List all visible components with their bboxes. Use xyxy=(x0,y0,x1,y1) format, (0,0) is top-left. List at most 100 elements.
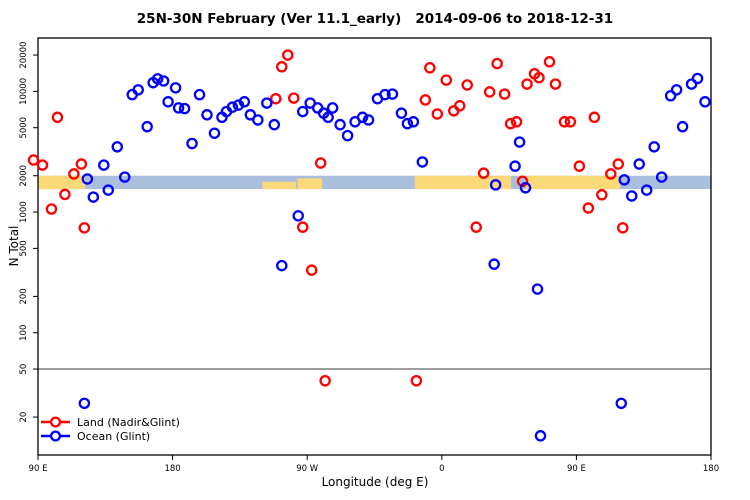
legend-marker xyxy=(49,430,62,442)
map-band-land xyxy=(525,175,621,190)
data-point xyxy=(509,160,521,172)
data-point xyxy=(549,78,562,90)
data-point xyxy=(45,203,58,215)
y-tick-label: 10000 xyxy=(19,78,29,105)
data-point xyxy=(172,102,185,114)
data-point xyxy=(558,116,571,128)
data-point xyxy=(162,96,174,108)
data-point xyxy=(640,184,653,196)
legend: Land (Nadir&Glint)Ocean (Glint) xyxy=(41,416,180,443)
data-point xyxy=(488,258,500,270)
data-point xyxy=(178,102,191,115)
data-point xyxy=(633,158,645,170)
data-point xyxy=(648,141,660,153)
x-tick-label: 90 E xyxy=(567,464,586,474)
data-point xyxy=(664,90,677,102)
data-point xyxy=(477,167,490,179)
data-point xyxy=(362,114,375,126)
data-point xyxy=(498,88,511,100)
data-point xyxy=(268,118,281,131)
data-point xyxy=(453,100,466,112)
data-point xyxy=(504,117,517,130)
y-tick-label: 1000 xyxy=(19,201,29,223)
data-point xyxy=(27,154,40,166)
data-point xyxy=(685,78,698,90)
data-point xyxy=(141,120,153,133)
data-point xyxy=(617,222,629,234)
data-point xyxy=(470,221,482,233)
data-point xyxy=(699,96,711,108)
data-point xyxy=(98,159,110,171)
data-point xyxy=(201,109,213,121)
data-point xyxy=(407,116,420,128)
legend-label: Land (Nadir&Glint) xyxy=(77,416,180,429)
data-point xyxy=(419,94,432,106)
data-point xyxy=(416,156,429,168)
data-point xyxy=(326,102,339,114)
data-point xyxy=(118,171,131,183)
x-tick-label: 180 xyxy=(703,464,719,474)
data-point xyxy=(379,88,391,101)
data-point xyxy=(491,57,503,70)
data-point xyxy=(521,78,533,90)
data-point xyxy=(36,159,49,171)
x-tick-label: 0 xyxy=(439,464,444,474)
data-point xyxy=(588,111,601,124)
data-point xyxy=(440,74,453,86)
data-point xyxy=(655,171,668,183)
data-point xyxy=(59,188,71,201)
data-point xyxy=(68,168,80,180)
data-point xyxy=(296,221,309,233)
data-point xyxy=(534,430,547,442)
data-point xyxy=(510,116,523,128)
data-point xyxy=(287,92,300,104)
data-point xyxy=(691,72,704,85)
data-point xyxy=(564,116,577,128)
data-point xyxy=(483,86,496,98)
y-tick-label: 20000 xyxy=(19,42,29,69)
y-tick-label: 50 xyxy=(19,364,29,375)
data-point xyxy=(51,111,64,124)
data-point xyxy=(582,202,595,214)
data-point xyxy=(356,111,369,124)
y-axis-label: N Total xyxy=(7,225,21,267)
x-tick-label: 90 E xyxy=(29,464,48,474)
data-point xyxy=(292,210,304,222)
series-ocean xyxy=(78,72,711,442)
data-point xyxy=(676,120,689,133)
data-point xyxy=(448,105,460,117)
x-tick-label: 180 xyxy=(164,464,180,474)
data-point xyxy=(102,184,115,196)
legend-label: Ocean (Glint) xyxy=(77,430,150,443)
data-point xyxy=(78,222,91,234)
data-point xyxy=(226,101,239,113)
data-point xyxy=(410,375,423,387)
data-point xyxy=(311,102,324,114)
data-point xyxy=(395,107,408,119)
data-point xyxy=(151,73,164,85)
data-point xyxy=(670,84,683,96)
data-point xyxy=(605,168,617,180)
y-tick-label: 20 xyxy=(19,412,29,423)
x-axis-label: Longitude (deg E) xyxy=(321,475,429,489)
data-point xyxy=(238,96,251,108)
data-point xyxy=(132,84,144,96)
data-point xyxy=(296,105,309,118)
map-band-land xyxy=(414,175,512,190)
y-tick-label: 100 xyxy=(19,325,29,341)
data-point xyxy=(543,56,556,68)
data-point xyxy=(305,264,318,276)
data-point xyxy=(75,158,88,170)
data-point xyxy=(282,49,294,61)
data-point xyxy=(334,118,346,131)
data-point xyxy=(314,157,327,169)
data-point xyxy=(78,397,91,410)
data-point xyxy=(252,114,264,126)
data-point xyxy=(87,191,100,203)
data-point xyxy=(596,189,608,201)
data-point xyxy=(618,174,631,186)
y-tick-label: 200 xyxy=(19,288,29,304)
data-point xyxy=(322,111,334,124)
